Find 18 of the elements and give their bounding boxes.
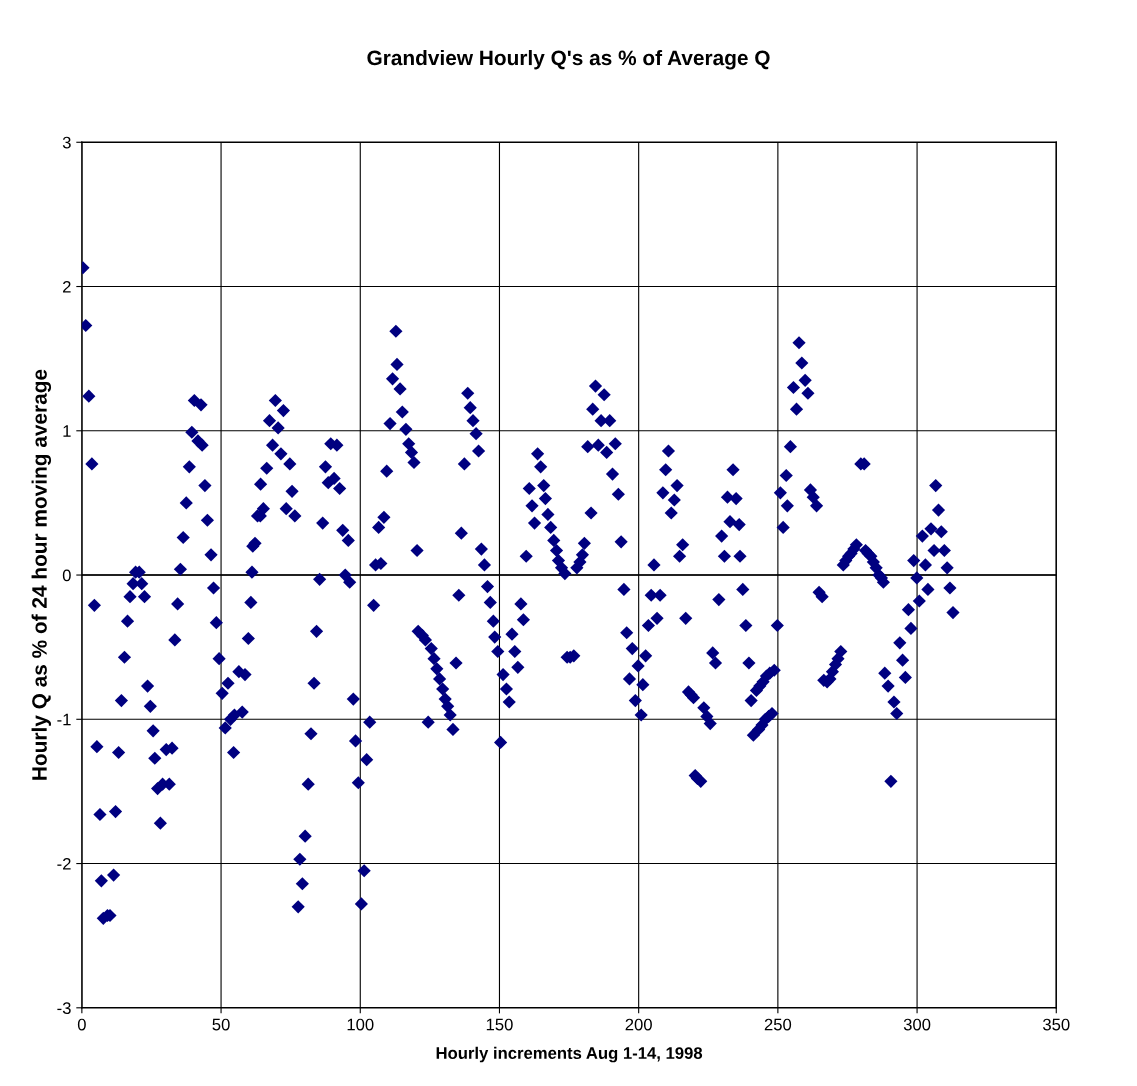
y-tick-label: -3: [57, 1002, 71, 1015]
y-tick-label: 0: [62, 569, 71, 582]
chart-title: Grandview Hourly Q's as % of Average Q: [367, 49, 770, 70]
x-tick-label: 350: [1043, 1018, 1070, 1031]
y-tick-label: 2: [63, 280, 71, 293]
y-tick-label: 3: [62, 136, 71, 149]
y-tick-label: -1: [57, 713, 71, 726]
y-tick-label: 1: [63, 425, 71, 437]
y-axis-title: Hourly Q as % of 24 hour moving average: [31, 369, 52, 780]
x-tick-label: 50: [212, 1018, 230, 1031]
x-tick-label: 0: [77, 1018, 86, 1031]
x-tick-label: 100: [347, 1018, 374, 1031]
x-tick-label: 300: [903, 1018, 931, 1031]
x-tick-label: 250: [764, 1018, 792, 1031]
x-tick-label: 150: [486, 1018, 513, 1031]
y-tick-label: -2: [57, 857, 71, 870]
x-axis-title: Hourly increments Aug 1-14, 1998: [436, 1046, 703, 1063]
x-tick-label: 200: [625, 1018, 652, 1031]
